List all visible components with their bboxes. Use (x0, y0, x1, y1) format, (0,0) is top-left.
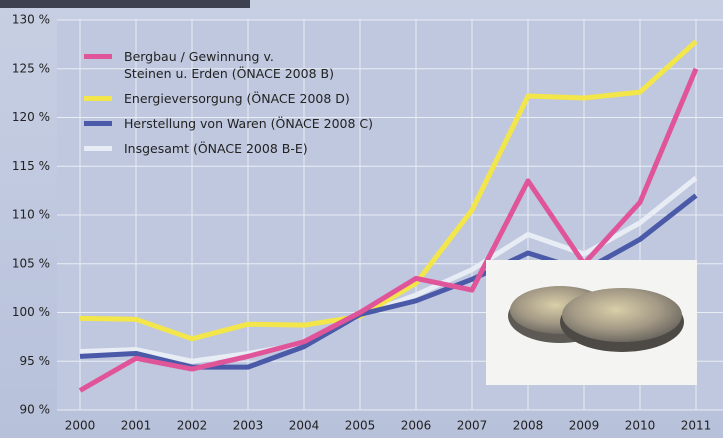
y-tick-label: 120 % (12, 110, 50, 124)
coin-photo (486, 260, 697, 385)
x-tick-label: 2009 (569, 419, 600, 433)
legend-label: Insgesamt (ÖNACE 2008 B-E) (124, 141, 308, 156)
y-tick-label: 90 % (20, 403, 51, 417)
y-tick-label: 100 % (12, 305, 50, 319)
legend-label: Herstellung von Waren (ÖNACE 2008 C) (124, 116, 374, 131)
legend-label: Energieversorgung (ÖNACE 2008 D) (124, 91, 350, 106)
x-tick-label: 2011 (681, 419, 712, 433)
x-tick-label: 2006 (401, 419, 432, 433)
x-tick-label: 2000 (65, 419, 96, 433)
header-strip (0, 0, 250, 8)
legend-entry: Insgesamt (ÖNACE 2008 B-E) (84, 140, 373, 157)
legend-entry: Bergbau / Gewinnung v. Steinen u. Erden … (84, 48, 373, 82)
y-tick-label: 110 % (12, 208, 50, 222)
legend-entry: Herstellung von Waren (ÖNACE 2008 C) (84, 115, 373, 132)
y-tick-label: 125 % (12, 61, 50, 75)
x-tick-label: 2007 (457, 419, 488, 433)
coin (562, 288, 682, 342)
x-tick-label: 2008 (513, 419, 544, 433)
legend-swatch (84, 54, 112, 59)
x-tick-label: 2002 (177, 419, 208, 433)
legend-swatch (84, 96, 112, 101)
y-tick-label: 105 % (12, 256, 50, 270)
x-tick-label: 2004 (289, 419, 320, 433)
x-tick-label: 2010 (625, 419, 656, 433)
x-tick-label: 2003 (233, 419, 264, 433)
legend-swatch (84, 121, 112, 126)
legend-entry: Energieversorgung (ÖNACE 2008 D) (84, 90, 373, 107)
legend-label: Bergbau / Gewinnung v. Steinen u. Erden … (124, 49, 334, 81)
y-tick-label: 130 % (12, 13, 50, 27)
y-tick-label: 95 % (20, 354, 51, 368)
x-tick-label: 2001 (121, 419, 152, 433)
series-line (78, 67, 699, 393)
legend: Bergbau / Gewinnung v. Steinen u. Erden … (84, 48, 373, 165)
y-tick-label: 115 % (12, 159, 50, 173)
series-line (79, 39, 698, 342)
legend-swatch (84, 146, 112, 151)
x-tick-label: 2005 (345, 419, 376, 433)
